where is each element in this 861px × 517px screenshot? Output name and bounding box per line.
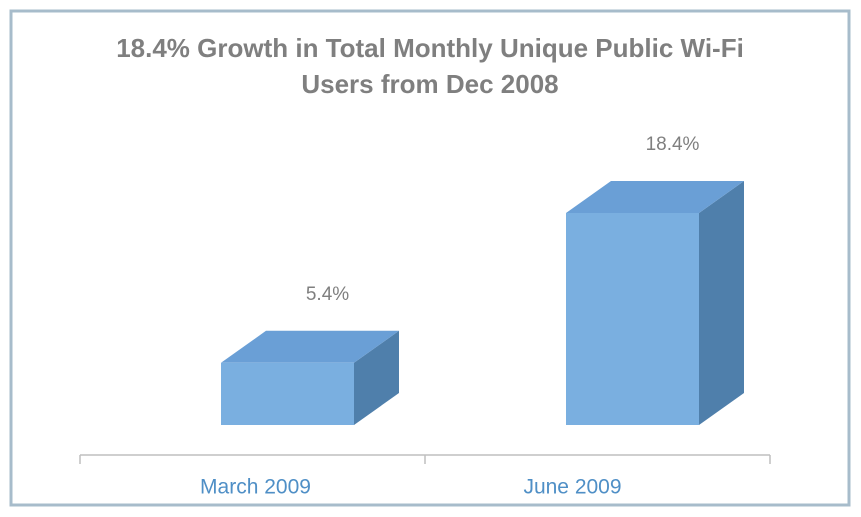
x-tick-label: June 2009 xyxy=(523,476,621,499)
bar-side xyxy=(354,330,399,425)
x-tick-label: March 2009 xyxy=(200,476,311,499)
bar-top xyxy=(566,181,744,213)
value-label: 5.4% xyxy=(306,284,349,305)
bar-side xyxy=(699,181,744,425)
bar xyxy=(221,362,354,425)
chart-title: 18.4% Growth in Total Monthly Unique Pub… xyxy=(116,33,744,99)
value-label: 18.4% xyxy=(646,134,700,155)
bar xyxy=(566,213,699,425)
frame xyxy=(9,9,851,507)
bar-top xyxy=(221,330,399,363)
